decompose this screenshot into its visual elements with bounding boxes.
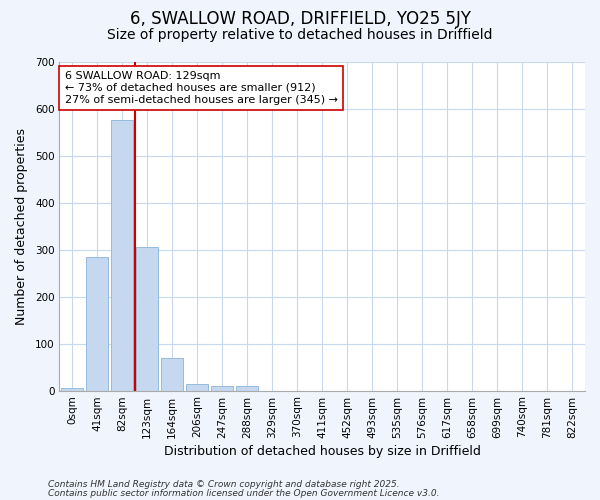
Bar — [112, 120, 133, 390]
Text: Contains public sector information licensed under the Open Government Licence v3: Contains public sector information licen… — [48, 488, 439, 498]
Bar — [187, 384, 208, 390]
Bar — [61, 388, 83, 390]
Bar — [86, 256, 107, 390]
Bar — [161, 358, 182, 390]
Text: Contains HM Land Registry data © Crown copyright and database right 2025.: Contains HM Land Registry data © Crown c… — [48, 480, 400, 489]
X-axis label: Distribution of detached houses by size in Driffield: Distribution of detached houses by size … — [164, 444, 481, 458]
Text: 6 SWALLOW ROAD: 129sqm
← 73% of detached houses are smaller (912)
27% of semi-de: 6 SWALLOW ROAD: 129sqm ← 73% of detached… — [65, 72, 338, 104]
Y-axis label: Number of detached properties: Number of detached properties — [15, 128, 28, 324]
Bar — [236, 386, 258, 390]
Bar — [211, 386, 233, 390]
Bar — [136, 247, 158, 390]
Text: Size of property relative to detached houses in Driffield: Size of property relative to detached ho… — [107, 28, 493, 42]
Text: 6, SWALLOW ROAD, DRIFFIELD, YO25 5JY: 6, SWALLOW ROAD, DRIFFIELD, YO25 5JY — [130, 10, 470, 28]
